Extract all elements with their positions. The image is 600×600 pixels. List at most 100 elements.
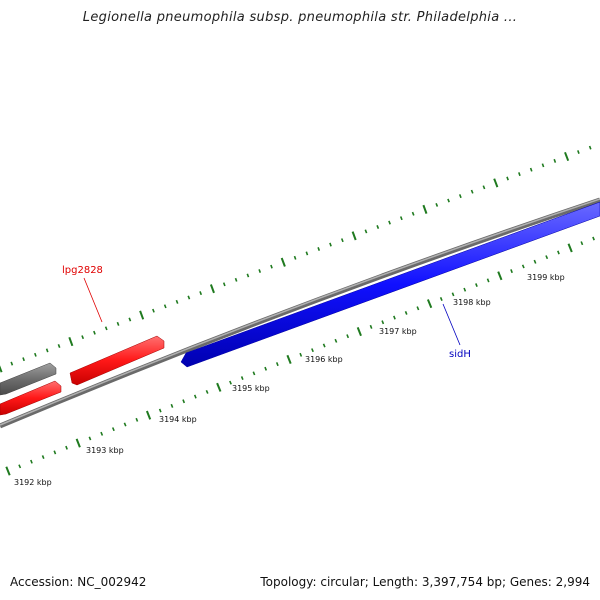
gene-label-lpg2828[interactable]: lpg2828 bbox=[62, 265, 103, 276]
lower-track-minor-tick bbox=[346, 334, 350, 339]
lower-track-major-tick bbox=[497, 271, 503, 281]
upper-track-minor-tick bbox=[399, 216, 403, 221]
accession-text: Accession: NC_002942 bbox=[10, 575, 147, 589]
upper-track-minor-tick bbox=[588, 145, 592, 150]
lower-track-minor-tick bbox=[381, 320, 385, 325]
upper-track-minor-tick bbox=[45, 348, 49, 353]
upper-track-minor-tick bbox=[470, 189, 474, 194]
lower-track-major-tick bbox=[75, 438, 81, 448]
tick-track-upper bbox=[0, 145, 592, 373]
tick-label-3195: 3195 kbp bbox=[232, 384, 270, 393]
lower-track-major-tick bbox=[5, 466, 11, 476]
lower-track-minor-tick bbox=[135, 417, 139, 422]
tick-label-3197: 3197 kbp bbox=[379, 327, 417, 336]
upper-track-minor-tick bbox=[163, 304, 167, 309]
lower-track-minor-tick bbox=[334, 338, 338, 343]
gene-lpg2828[interactable] bbox=[69, 335, 165, 386]
lower-track-minor-tick bbox=[229, 380, 232, 385]
lower-track-minor-tick bbox=[111, 427, 115, 432]
lower-track-minor-tick bbox=[182, 399, 186, 404]
upper-track-minor-tick bbox=[34, 352, 37, 357]
lower-track-major-tick bbox=[145, 410, 152, 420]
lower-track-minor-tick bbox=[439, 296, 443, 302]
upper-track-minor-tick bbox=[222, 282, 226, 287]
gene-gray-forward[interactable] bbox=[0, 362, 57, 396]
upper-track-minor-tick bbox=[458, 194, 462, 199]
upper-track-minor-tick bbox=[234, 277, 238, 282]
lower-track-minor-tick bbox=[404, 311, 408, 315]
lower-track-minor-tick bbox=[393, 315, 396, 320]
upper-track-minor-tick bbox=[175, 299, 179, 304]
lower-track-minor-tick bbox=[451, 292, 455, 297]
tick-label-3198: 3198 kbp bbox=[453, 298, 491, 307]
lower-track-minor-tick bbox=[510, 269, 513, 274]
lower-track-major-tick bbox=[356, 327, 362, 337]
lower-track-minor-tick bbox=[264, 366, 268, 371]
lower-track-minor-tick bbox=[533, 259, 537, 264]
lpg2828-leader-line bbox=[83, 277, 103, 323]
lower-track-minor-tick bbox=[299, 352, 303, 357]
lower-track-minor-tick bbox=[557, 250, 560, 255]
upper-track-major-tick bbox=[68, 336, 74, 347]
lower-track-minor-tick bbox=[88, 436, 92, 441]
upper-track-minor-tick bbox=[246, 273, 250, 278]
upper-track-minor-tick bbox=[388, 220, 391, 225]
upper-track-minor-tick bbox=[529, 167, 533, 172]
lower-track-minor-tick bbox=[158, 408, 162, 413]
lower-track-minor-tick bbox=[240, 376, 244, 380]
upper-track-minor-tick bbox=[199, 291, 203, 296]
lower-track-minor-tick bbox=[311, 348, 314, 353]
upper-track-minor-tick bbox=[340, 238, 344, 243]
backbone-highlight bbox=[0, 198, 600, 426]
upper-track-minor-tick bbox=[541, 163, 545, 168]
genome-summary-text: Topology: circular; Length: 3,397,754 bp… bbox=[260, 575, 590, 589]
backbone-track bbox=[0, 197, 600, 429]
upper-track-minor-tick bbox=[293, 255, 297, 260]
lower-track-minor-tick bbox=[193, 394, 197, 399]
upper-track-minor-tick bbox=[93, 330, 96, 335]
lower-track-minor-tick bbox=[580, 241, 584, 246]
upper-track-major-tick bbox=[209, 284, 215, 294]
upper-track-minor-tick bbox=[364, 229, 368, 234]
upper-track-minor-tick bbox=[152, 308, 155, 313]
lower-track-minor-tick bbox=[275, 362, 279, 367]
upper-track-major-tick bbox=[280, 257, 286, 267]
lower-track-minor-tick bbox=[123, 422, 127, 427]
lower-track-major-tick bbox=[426, 299, 433, 309]
lower-track-minor-tick bbox=[30, 459, 33, 464]
upper-track-minor-tick bbox=[10, 361, 14, 366]
upper-track-minor-tick bbox=[104, 326, 108, 331]
lower-track-minor-tick bbox=[322, 343, 326, 348]
upper-track-minor-tick bbox=[329, 242, 332, 247]
tick-label-3192: 3192 kbp bbox=[14, 478, 52, 487]
upper-track-minor-tick bbox=[577, 150, 580, 154]
upper-track-minor-tick bbox=[553, 158, 557, 163]
lower-track-minor-tick bbox=[53, 450, 57, 455]
upper-track-minor-tick bbox=[317, 247, 321, 251]
gene-label-sidH[interactable]: sidH bbox=[449, 349, 471, 360]
upper-track-minor-tick bbox=[482, 185, 486, 190]
upper-track-minor-tick bbox=[22, 357, 25, 362]
upper-track-minor-tick bbox=[187, 295, 191, 300]
sidH-leader-line bbox=[442, 303, 461, 346]
tick-label-3199: 3199 kbp bbox=[527, 273, 565, 282]
upper-track-minor-tick bbox=[506, 176, 509, 181]
lower-track-minor-tick bbox=[18, 464, 22, 469]
lower-track-major-tick bbox=[216, 382, 222, 392]
tick-label-3194: 3194 kbp bbox=[159, 415, 197, 424]
lower-track-minor-tick bbox=[170, 403, 174, 408]
lower-track-minor-tick bbox=[545, 255, 549, 260]
lower-track-minor-tick bbox=[416, 306, 420, 311]
lower-track-minor-tick bbox=[65, 445, 68, 450]
upper-track-minor-tick bbox=[447, 198, 450, 203]
tick-track-lower bbox=[5, 236, 595, 476]
lower-track-major-tick bbox=[286, 354, 292, 364]
lower-track-minor-tick bbox=[486, 278, 490, 283]
upper-track-minor-tick bbox=[128, 317, 132, 322]
gene-sidH[interactable] bbox=[180, 201, 600, 368]
gene-red-left[interactable] bbox=[0, 380, 62, 416]
lower-track-minor-tick bbox=[252, 371, 256, 376]
upper-track-major-tick bbox=[493, 178, 499, 188]
lower-track-minor-tick bbox=[475, 283, 478, 287]
